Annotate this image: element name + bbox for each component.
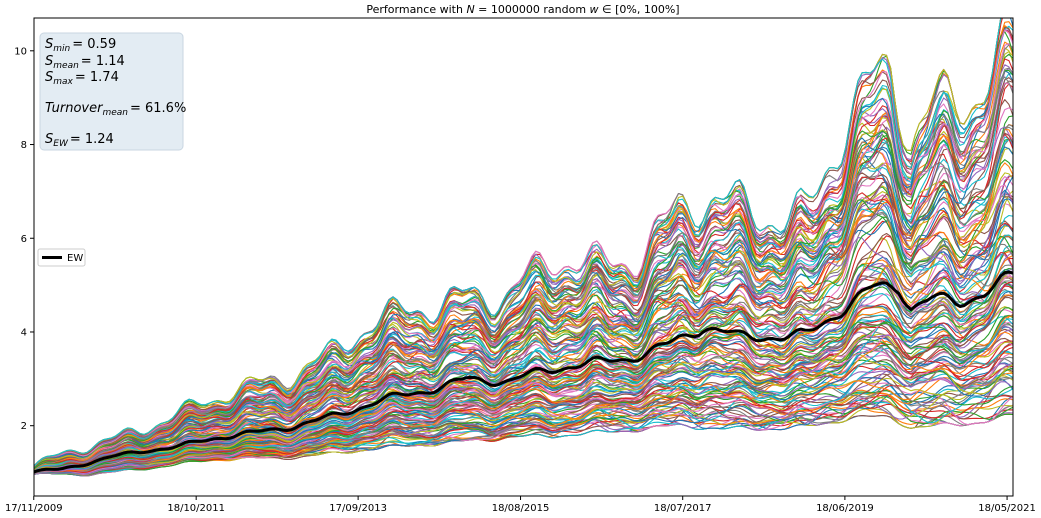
series-layer xyxy=(34,18,1013,477)
y-tick-label: 4 xyxy=(21,327,27,338)
random-portfolio-line xyxy=(34,401,1013,477)
random-portfolio-line xyxy=(34,138,1013,471)
y-tick-label: 6 xyxy=(21,234,27,245)
random-portfolio-line xyxy=(34,26,1013,467)
random-portfolio-line xyxy=(34,18,1002,467)
x-tick-label: 18/08/2015 xyxy=(492,503,550,514)
x-tick-label: 18/10/2011 xyxy=(167,503,225,514)
x-tick-label: 18/07/2017 xyxy=(654,503,712,514)
x-tick-label: 17/11/2009 xyxy=(5,503,63,514)
chart-title: Performance with N = 1000000 random w ∈ … xyxy=(366,3,679,16)
random-portfolio-line xyxy=(34,28,1013,467)
random-portfolio-line xyxy=(34,322,1013,474)
y-tick-label: 2 xyxy=(21,421,27,432)
stat-turnover-mean: Turnovermean = 61.6% xyxy=(45,101,186,118)
x-tick-label: 18/06/2019 xyxy=(816,503,874,514)
legend-ew-label: EW xyxy=(67,253,83,264)
stat-s-max: Smax = 1.74 xyxy=(45,70,119,87)
stat-s-ew: SEW = 1.24 xyxy=(45,132,114,149)
y-axis: 2 4 6 8 10 xyxy=(14,46,34,432)
stats-box: Smin = 0.59 Smean = 1.14 Smax = 1.74 Turnov… xyxy=(39,32,186,151)
random-portfolio-line xyxy=(34,376,1013,475)
stat-s-min: Smin = 0.59 xyxy=(45,37,116,54)
legend: EW xyxy=(37,248,86,267)
random-portfolio-line xyxy=(34,220,1013,472)
x-axis: 17/11/2009 18/10/2011 17/09/2013 18/08/2015… xyxy=(5,496,1036,514)
y-tick-label: 10 xyxy=(14,46,27,57)
stat-s-mean: Smean = 1.14 xyxy=(45,54,125,71)
plot-frame xyxy=(33,17,1014,497)
ew-line xyxy=(34,270,1013,474)
x-tick-label: 18/05/2021 xyxy=(978,503,1036,514)
random-portfolio-line xyxy=(34,184,1013,470)
x-tick-label: 17/09/2013 xyxy=(329,503,387,514)
y-tick-label: 8 xyxy=(21,140,27,151)
stats-box-background xyxy=(39,32,184,151)
